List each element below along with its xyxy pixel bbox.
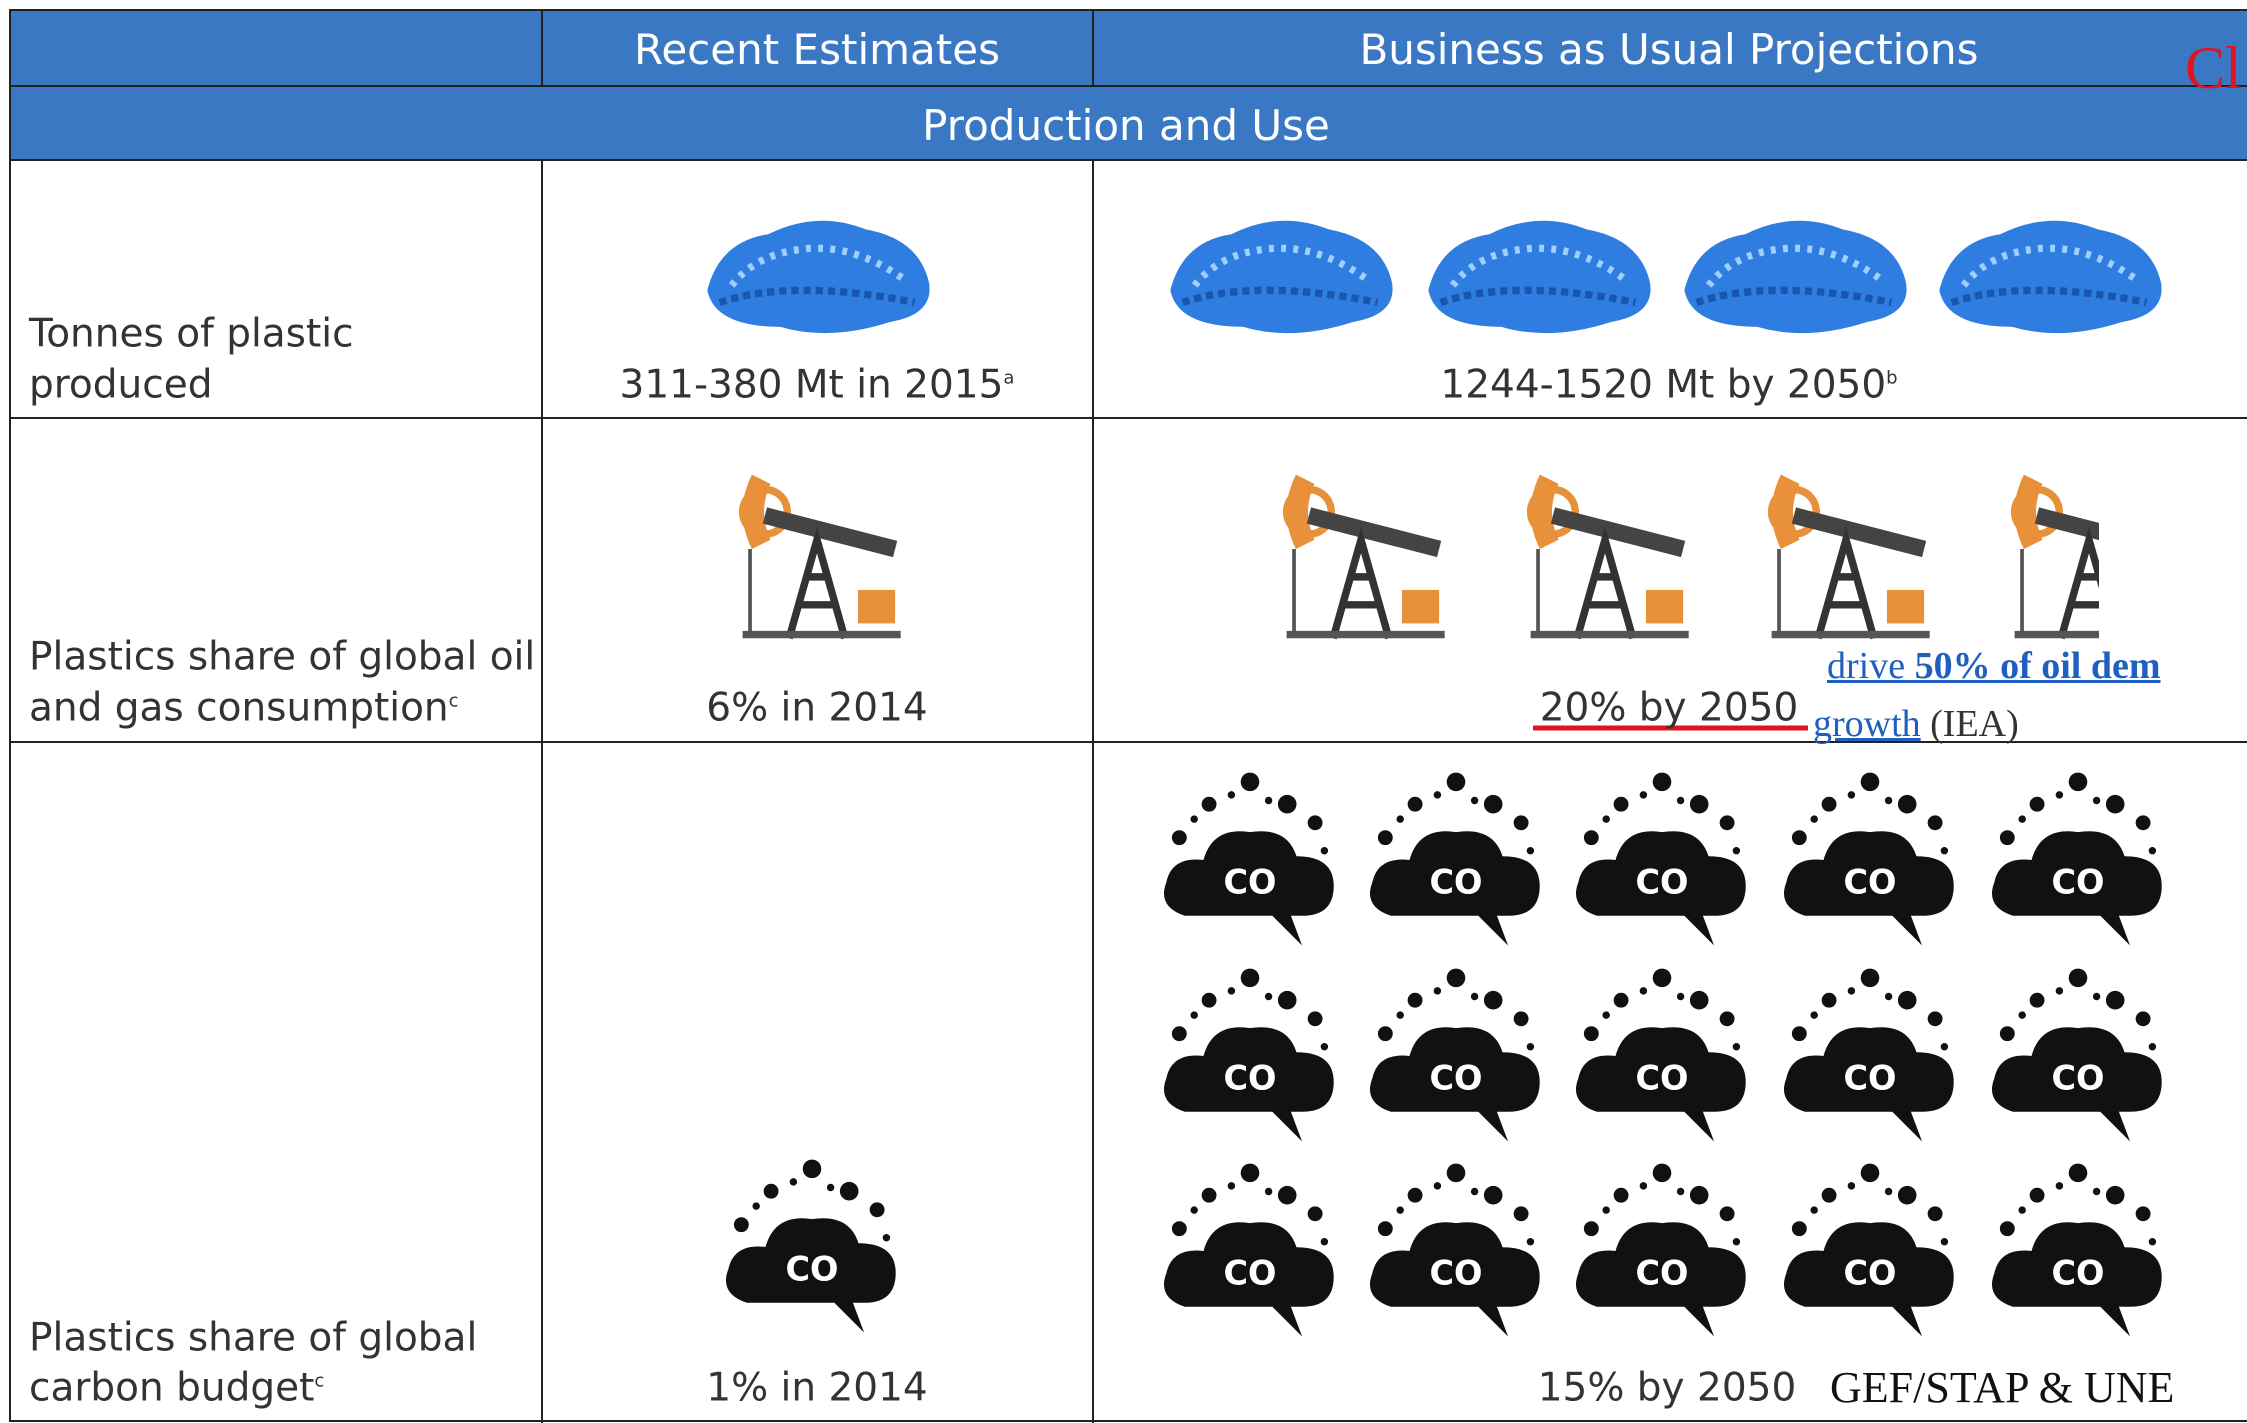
plastic-icons	[707, 221, 2161, 333]
co2-icons	[725, 772, 2162, 1337]
row-label: produced	[29, 362, 213, 408]
co2-icon	[1783, 772, 1954, 946]
co2-icon	[1991, 1163, 2162, 1337]
bau-value: 15% by 2050	[1537, 1365, 1797, 1411]
row-label: Plastics share of global	[29, 1315, 478, 1361]
plastic-icon	[1428, 221, 1650, 333]
recent-value: 6% in 2014	[706, 685, 928, 731]
co2-icon	[1369, 772, 1540, 946]
co2-icon	[1991, 772, 2162, 946]
bau-value: 1244-1520 Mt by 2050b	[1440, 362, 1898, 408]
overlay-text: Cl	[2185, 35, 2242, 101]
section-title: Production and Use	[922, 101, 1330, 150]
co2-icon	[1369, 1163, 1540, 1337]
row-label: and gas consumptionc	[29, 685, 459, 731]
annotation-link: drive 50% of oil dem	[1827, 647, 2161, 685]
grid	[9, 9, 2247, 1423]
credit: GEF/STAP & UNE	[1830, 1363, 2175, 1412]
pump-icon	[1772, 475, 1930, 639]
pump-icon	[743, 475, 901, 639]
pump-icons	[743, 475, 2173, 639]
co2-icon	[1369, 968, 1540, 1142]
co2-icon	[1163, 968, 1334, 1142]
annotation-link2: growth (IEA)	[1813, 703, 2019, 745]
co2-icon	[1783, 1163, 1954, 1337]
pump-icon	[2015, 475, 2173, 639]
co2-icon	[725, 1159, 896, 1333]
link[interactable]: growth	[1813, 703, 1921, 745]
bau-value: 20% by 2050	[1539, 685, 1799, 731]
row-label: carbon budgetc	[29, 1365, 325, 1411]
header-recent: Recent Estimates	[634, 25, 1000, 74]
row-label: Tonnes of plastic	[29, 311, 354, 357]
pump-icon	[1531, 475, 1689, 639]
co2-icon	[1163, 1163, 1334, 1337]
plastic-icon	[1939, 221, 2161, 333]
co2-icon	[1783, 968, 1954, 1142]
row-label: Plastics share of global oil	[29, 634, 536, 680]
plastic-icon	[1170, 221, 1392, 333]
link[interactable]: drive 50% of oil dem	[1827, 645, 2161, 687]
header-bau: Business as Usual Projections	[1359, 25, 1979, 74]
plastic-icon	[1684, 221, 1906, 333]
co2-icon	[1575, 772, 1746, 946]
recent-value: 1% in 2014	[706, 1365, 928, 1411]
co2-icon	[1163, 772, 1334, 946]
plastic-icon	[707, 221, 929, 333]
co2-icon	[1991, 968, 2162, 1142]
co2-icon	[1575, 1163, 1746, 1337]
co2-icon	[1575, 968, 1746, 1142]
recent-value: 311-380 Mt in 2015a	[619, 362, 1015, 408]
pump-icon	[1287, 475, 1445, 639]
